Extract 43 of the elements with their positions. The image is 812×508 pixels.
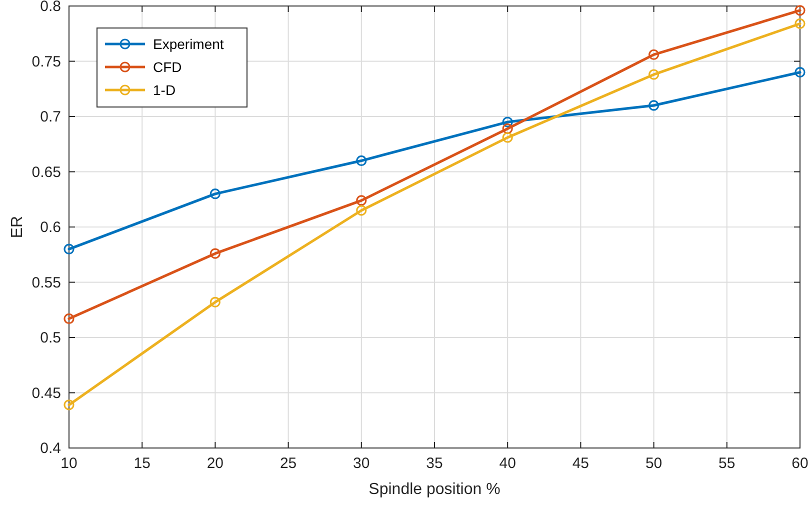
x-axis-title: Spindle position % [368,481,500,498]
point [648,69,660,80]
point [794,5,806,16]
point [356,205,367,216]
y-axis-title: ER [9,216,26,238]
point [64,313,74,324]
point [794,67,806,78]
legend-label: 1-D [153,82,176,98]
legend-label: Experiment [153,36,224,52]
y-tick-label: 0.75 [32,53,61,70]
x-tick-label: 40 [499,455,516,472]
point [794,18,806,29]
x-tick-label: 10 [60,455,78,472]
point [356,195,367,206]
point [64,244,74,254]
x-tick-label: 60 [792,455,808,472]
x-tick-label: 25 [280,455,297,472]
x-tick-label: 50 [645,455,662,472]
point [210,248,220,259]
point [502,132,513,143]
y-tick-label: 0.5 [40,330,61,346]
x-tick-label: 20 [206,455,224,472]
point [648,49,660,60]
legend-label: CFD [153,59,182,75]
point [356,155,367,166]
point [210,296,220,308]
point [502,123,513,134]
y-tick-label: 0.45 [32,384,61,402]
point [502,116,513,128]
x-tick-label: 55 [718,455,736,472]
x-tick-label: 45 [572,455,590,472]
point [648,100,660,111]
y-tick-label: 0.7 [40,108,61,126]
y-tick-label: 0.65 [32,164,61,181]
y-tick-label: 0.4 [40,440,61,457]
y-tick-label: 0.6 [40,219,61,236]
x-tick-label: 15 [134,455,150,472]
x-tick-label: 35 [426,455,443,472]
x-tick-label: 30 [353,455,370,472]
y-tick-label: 0.55 [32,274,61,292]
point [64,400,74,410]
point [210,188,220,200]
y-tick-label: 0.8 [40,0,61,15]
